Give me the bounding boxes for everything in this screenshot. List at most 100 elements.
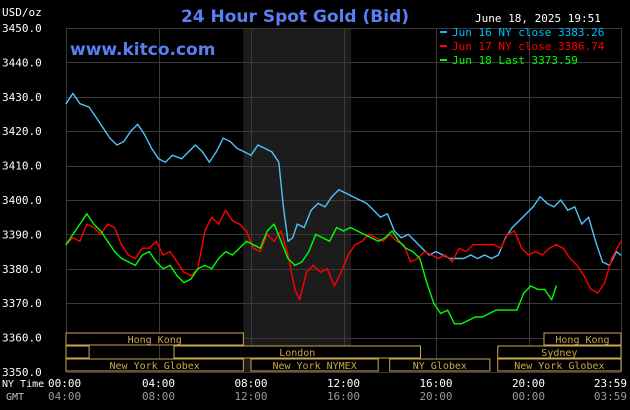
- series-line: [65, 213, 557, 325]
- data-point: [574, 206, 576, 208]
- data-point: [252, 247, 254, 249]
- data-point: [502, 309, 504, 311]
- data-point: [231, 254, 234, 256]
- data-point: [264, 147, 266, 149]
- data-point: [208, 161, 210, 163]
- data-point: [162, 254, 164, 256]
- data-point: [102, 127, 104, 129]
- session-label: NY Globex: [413, 361, 467, 372]
- data-point: [259, 251, 261, 253]
- x-tick-ny: 00:00: [48, 377, 81, 390]
- data-point: [331, 196, 333, 198]
- data-point: [231, 220, 234, 222]
- data-point: [546, 202, 548, 204]
- x-tick-ny: 08:00: [234, 377, 267, 390]
- data-point: [317, 202, 319, 204]
- data-point: [299, 299, 301, 301]
- data-point: [116, 144, 118, 146]
- data-point: [72, 92, 74, 94]
- data-point: [525, 213, 527, 215]
- x-tick-gmt: 12:00: [234, 390, 267, 403]
- data-point: [481, 316, 483, 318]
- data-point: [65, 103, 67, 105]
- data-point: [114, 226, 116, 229]
- data-point: [588, 216, 590, 218]
- data-point: [271, 151, 273, 153]
- data-point: [597, 292, 599, 294]
- data-point: [141, 254, 143, 256]
- data-point: [194, 144, 197, 146]
- data-point: [225, 251, 227, 253]
- data-point: [280, 230, 282, 232]
- data-point: [155, 261, 157, 263]
- y-tick-label: 3400.0: [2, 194, 42, 207]
- data-point: [305, 271, 308, 273]
- data-point: [465, 251, 467, 253]
- data-point: [245, 230, 247, 232]
- data-point: [518, 220, 520, 222]
- x-tick-gmt: 00:00: [512, 390, 545, 403]
- session-box: [497, 358, 622, 372]
- data-point: [548, 247, 550, 249]
- data-point: [308, 251, 310, 253]
- data-point: [488, 312, 490, 315]
- data-point: [95, 116, 97, 118]
- session-box: [250, 358, 379, 372]
- data-point: [361, 240, 363, 242]
- data-point: [620, 254, 622, 256]
- x-tick-gmt: 08:00: [142, 390, 175, 403]
- data-point: [539, 196, 541, 198]
- data-point: [486, 244, 488, 246]
- data-point: [141, 247, 143, 249]
- legend-entry: Jun 18 Last 3373.59: [452, 54, 578, 67]
- y-tick-label: 3450.0: [2, 22, 42, 35]
- data-point: [266, 230, 268, 232]
- data-point: [278, 161, 280, 163]
- data-point: [338, 189, 340, 191]
- data-point: [294, 288, 296, 290]
- data-point: [530, 285, 532, 287]
- data-point: [79, 103, 81, 105]
- data-point: [148, 251, 150, 253]
- data-point: [151, 147, 153, 149]
- data-point: [273, 240, 275, 242]
- data-point: [370, 237, 372, 239]
- data-point: [287, 254, 289, 256]
- data-point: [294, 264, 296, 266]
- data-point: [201, 151, 203, 153]
- series-line: [65, 92, 622, 267]
- data-point: [419, 257, 421, 260]
- data-point: [421, 247, 423, 249]
- data-point: [366, 202, 368, 204]
- data-point: [107, 240, 109, 242]
- data-point: [183, 282, 185, 284]
- y-tick-label: 3380.0: [2, 263, 42, 276]
- data-point: [93, 226, 95, 229]
- data-point: [303, 226, 305, 229]
- y-tick-label: 3350.0: [2, 366, 42, 379]
- data-point: [521, 247, 523, 249]
- session-label: Hong Kong: [555, 335, 609, 346]
- data-point: [484, 254, 486, 256]
- legend-entry: Jun 16 NY close 3383.26: [452, 26, 604, 39]
- x-row-ny-label: NY Time: [2, 379, 44, 390]
- data-point: [137, 123, 139, 125]
- data-point: [595, 240, 597, 242]
- data-point: [333, 285, 335, 287]
- data-point: [368, 233, 370, 235]
- data-point: [169, 264, 171, 266]
- data-point: [176, 275, 178, 277]
- data-point: [382, 240, 384, 242]
- data-point: [134, 257, 136, 260]
- data-point: [458, 247, 460, 249]
- data-point: [315, 233, 317, 235]
- data-point: [555, 244, 557, 246]
- data-point: [532, 206, 534, 208]
- data-point: [472, 244, 474, 246]
- data-point: [377, 240, 379, 242]
- data-point: [433, 302, 435, 304]
- x-tick-gmt: 04:00: [48, 390, 81, 403]
- data-point: [218, 257, 220, 260]
- x-tick-ny: 20:00: [512, 377, 545, 390]
